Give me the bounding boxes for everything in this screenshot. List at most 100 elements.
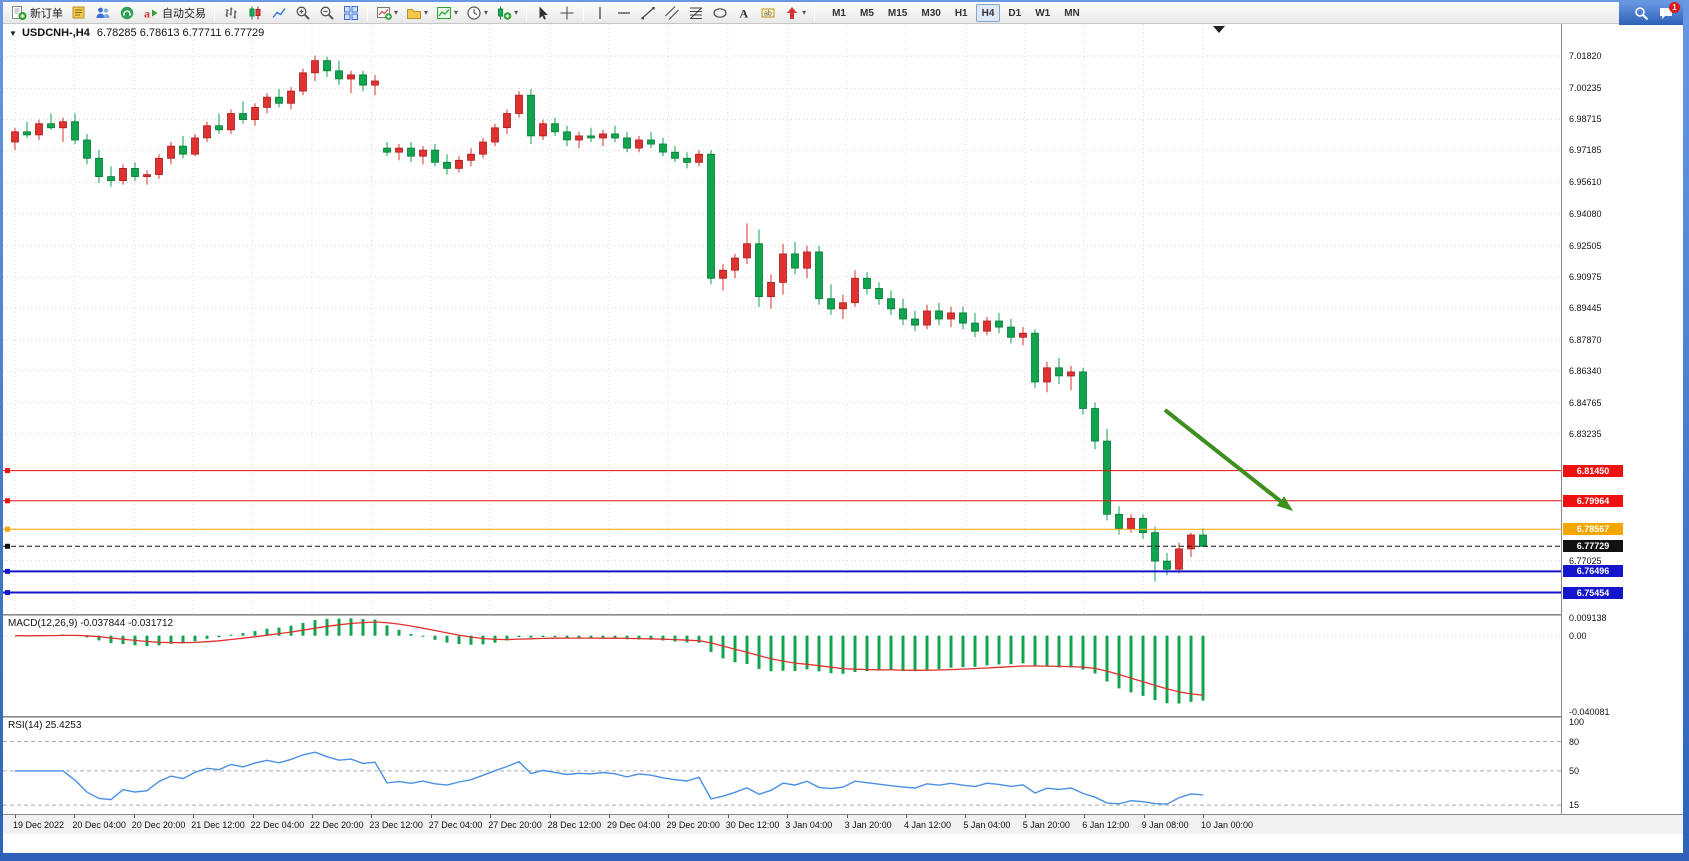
candle	[827, 284, 835, 315]
metaeditor-button[interactable]	[67, 3, 91, 23]
chart-bars-button[interactable]	[219, 3, 243, 23]
chat-icon[interactable]: 1	[1658, 2, 1680, 21]
candle	[1115, 506, 1123, 535]
chart-collapse-icon[interactable]: ▼	[9, 29, 17, 38]
time-tick	[252, 815, 254, 818]
timeframe-m30-button[interactable]: M30	[921, 7, 941, 19]
splitter-macd-rsi[interactable]	[3, 716, 1683, 718]
level-handle[interactable]	[5, 568, 10, 574]
time-tick	[193, 815, 195, 818]
auto-trading-button[interactable]: a 自动交易	[139, 3, 210, 23]
tile-windows-button[interactable]	[339, 3, 363, 23]
candle	[1031, 329, 1039, 389]
candle	[215, 113, 223, 134]
time-axis[interactable]: 19 Dec 2022 20 Dec 04:00 20 Dec 20:00 21 De…	[3, 814, 1683, 834]
candle	[155, 154, 163, 179]
macd-signal-line	[14, 621, 1204, 696]
timeframe-m5-button[interactable]: M5	[860, 7, 874, 19]
price-badge-6.81450: 6.81450	[1563, 464, 1623, 477]
candle	[635, 135, 643, 153]
fibonacci-icon	[688, 5, 704, 21]
notification-badge: 1	[1669, 2, 1680, 13]
community-button[interactable]	[91, 3, 115, 23]
templates-icon	[436, 5, 452, 21]
time-label: 27 Dec 20:00	[488, 820, 542, 830]
candle	[203, 121, 211, 142]
candle	[1091, 402, 1099, 450]
support-button[interactable]	[115, 3, 139, 23]
candle	[1079, 367, 1087, 415]
price-chart-canvas[interactable]	[3, 24, 1561, 614]
candle	[647, 131, 655, 149]
horizontal-line-button[interactable]	[612, 3, 636, 23]
candle	[59, 117, 67, 142]
level-handle[interactable]	[5, 526, 10, 532]
arrows-icon	[784, 5, 800, 21]
zoom-in-button[interactable]	[291, 3, 315, 23]
level-handle[interactable]	[5, 543, 10, 549]
candle	[1055, 357, 1063, 385]
channel-icon	[664, 5, 680, 21]
search-icon[interactable]	[1634, 6, 1649, 21]
horizontal-line-icon	[616, 5, 632, 21]
time-tick	[965, 815, 967, 818]
rsi-line	[15, 751, 1204, 805]
templates-button[interactable]: ▾	[432, 3, 462, 23]
zoom-out-button[interactable]	[315, 3, 339, 23]
channel-button[interactable]	[660, 3, 684, 23]
periods-button[interactable]: ▾	[462, 3, 492, 23]
level-handle[interactable]	[5, 590, 10, 596]
text-button[interactable]: A	[732, 3, 756, 23]
time-label: 20 Dec 04:00	[72, 820, 126, 830]
crosshair-button[interactable]	[555, 3, 579, 23]
candle	[515, 91, 523, 118]
candle	[71, 113, 79, 144]
level-handle[interactable]	[5, 498, 10, 504]
annotation-arrow[interactable]	[1163, 408, 1293, 511]
price-axis[interactable]: 7.01820 7.00235 6.98715 6.97185 6.95610 6.940…	[1561, 24, 1683, 814]
timeframe-mn-button[interactable]: MN	[1064, 7, 1080, 19]
candle	[167, 142, 175, 165]
time-label: 19 Dec 2022	[13, 820, 65, 830]
timeframe-m1-button[interactable]: M1	[832, 7, 846, 19]
timeframe-m15-button[interactable]: M15	[887, 7, 908, 19]
candle	[179, 135, 187, 159]
price-chart-panel[interactable]: ▼ USDCNH-,H4 6.78285 6.78613 6.77711 6.7…	[3, 24, 1561, 614]
chart-candles-button[interactable]	[243, 3, 267, 23]
chart-shift-marker-icon[interactable]	[1213, 26, 1225, 33]
chart-line-button[interactable]	[267, 3, 291, 23]
new-order-button[interactable]: 新订单	[7, 3, 67, 23]
timeframe-w1-button[interactable]: W1	[1035, 7, 1051, 19]
price-label: 6.98715	[1569, 114, 1602, 125]
zoom-in-icon	[295, 5, 311, 21]
price-label: 6.95610	[1569, 177, 1602, 188]
rsi-panel[interactable]: RSI(14) 25.4253	[3, 718, 1561, 814]
new-order-icon	[11, 5, 27, 21]
level-handle[interactable]	[5, 468, 10, 474]
macd-axis-label: 0.009138	[1569, 613, 1607, 624]
timeframe-h4-button[interactable]: H4	[975, 3, 1001, 22]
candle	[347, 70, 355, 94]
cursor-button[interactable]	[531, 3, 555, 23]
fibonacci-button[interactable]	[684, 3, 708, 23]
text-label-icon: ab	[760, 5, 776, 21]
macd-label: MACD(12,26,9) -0.037844 -0.031712	[8, 618, 173, 629]
vertical-line-button[interactable]	[588, 3, 612, 23]
new-chart-button[interactable]: ▾	[372, 3, 402, 23]
chart-candles-icon	[247, 5, 263, 21]
timeframe-d1-button[interactable]: D1	[1008, 7, 1022, 19]
time-label: 6 Jan 12:00	[1082, 820, 1130, 830]
splitter-chart-macd[interactable]	[3, 614, 1683, 616]
macd-panel[interactable]: MACD(12,26,9) -0.037844 -0.031712	[3, 616, 1561, 716]
candle	[1151, 526, 1159, 582]
candle	[575, 131, 583, 149]
profiles-button[interactable]: ▾	[402, 3, 432, 23]
timeframe-h1-button[interactable]: H1	[954, 7, 968, 19]
toolbar-separator	[214, 4, 215, 21]
chart-ohlc-values: 6.78285 6.78613 6.77711 6.77729	[96, 27, 265, 39]
text-label-button[interactable]: ab	[756, 3, 780, 23]
arrows-button[interactable]: ▾	[780, 3, 810, 23]
shapes-button[interactable]	[708, 3, 732, 23]
indicators-button[interactable]: ▾	[492, 3, 522, 23]
trendline-button[interactable]	[636, 3, 660, 23]
